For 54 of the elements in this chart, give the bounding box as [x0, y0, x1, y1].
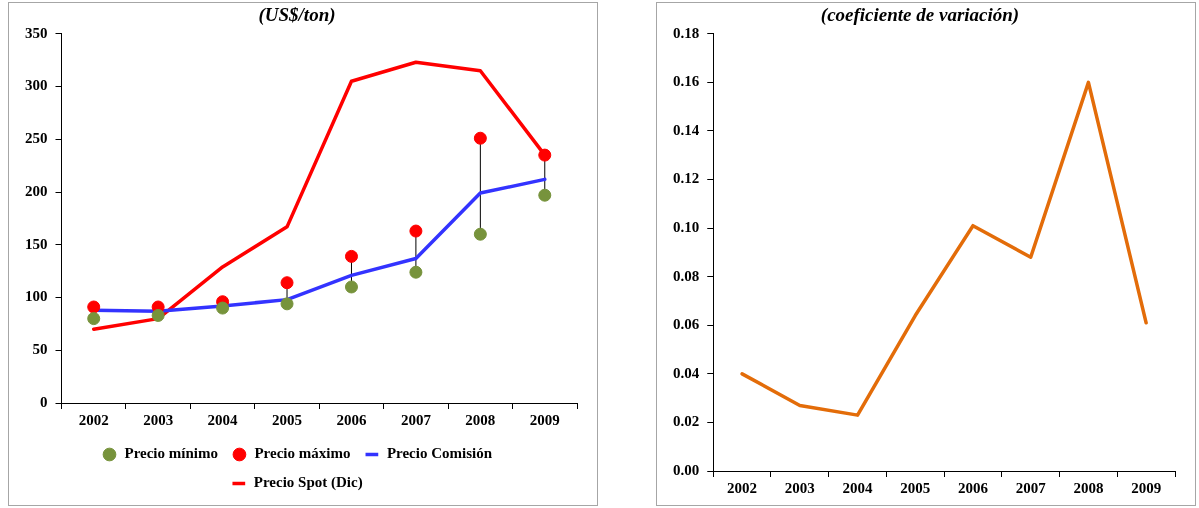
point [87, 300, 101, 314]
y-tick-label: 0.16 [673, 73, 700, 90]
x-tick-label: 2002 [78, 411, 109, 428]
point [344, 249, 358, 263]
point [87, 312, 101, 326]
y-tick-label: 350 [25, 24, 48, 41]
x-tick-label: 2009 [1131, 479, 1162, 496]
y-tick-label: 50 [32, 341, 48, 358]
y-tick-label: 100 [25, 288, 48, 305]
x-tick-label: 2004 [207, 411, 239, 428]
point [409, 265, 423, 279]
y-tick-label: 0 [40, 393, 48, 410]
point [280, 297, 294, 311]
point [151, 308, 165, 322]
x-tick-label: 2005 [900, 479, 931, 496]
y-tick-label: 0.04 [673, 364, 700, 381]
x-tick-label: 2007 [1015, 479, 1047, 496]
y-tick-label: 0.10 [673, 218, 700, 235]
y-tick-label: 0.14 [673, 121, 700, 138]
x-tick-label: 2004 [842, 479, 874, 496]
x-tick-label: 2008 [465, 411, 496, 428]
legend-label: Precio Spot (Dic) [253, 474, 363, 492]
point [409, 224, 423, 238]
legend-label: Precio mínimo [124, 445, 218, 462]
x-tick-label: 2008 [1073, 479, 1104, 496]
x-tick-label: 2006 [336, 411, 367, 428]
legend-label: Precio Comisión [386, 445, 493, 462]
point [344, 280, 358, 294]
legend-label: Precio máximo [254, 445, 351, 462]
point [538, 188, 552, 202]
y-tick-label: 0.06 [673, 316, 700, 333]
point [473, 131, 487, 145]
x-tick-label: 2003 [784, 479, 815, 496]
y-tick-label: 250 [25, 130, 48, 147]
point [216, 301, 230, 315]
y-tick-label: 150 [25, 235, 48, 252]
x-tick-label: 2005 [272, 411, 303, 428]
chart-title: (coeficiente de variación) [820, 4, 1020, 27]
y-tick-label: 0.02 [673, 413, 700, 430]
y-tick-label: 0.00 [673, 461, 700, 478]
x-tick-label: 2006 [957, 479, 989, 496]
point [473, 227, 487, 241]
x-tick-label: 2009 [529, 411, 560, 428]
x-tick-label: 2007 [400, 411, 432, 428]
y-tick-label: 300 [25, 77, 48, 94]
point [280, 276, 294, 290]
x-tick-label: 2002 [727, 479, 758, 496]
y-tick-label: 0.12 [673, 170, 700, 187]
y-tick-label: 0.18 [673, 24, 700, 41]
y-tick-label: 200 [25, 182, 48, 199]
point [538, 148, 552, 162]
y-tick-label: 0.08 [673, 267, 700, 284]
x-tick-label: 2003 [143, 411, 174, 428]
chart-title: (US$/ton) [258, 4, 336, 27]
